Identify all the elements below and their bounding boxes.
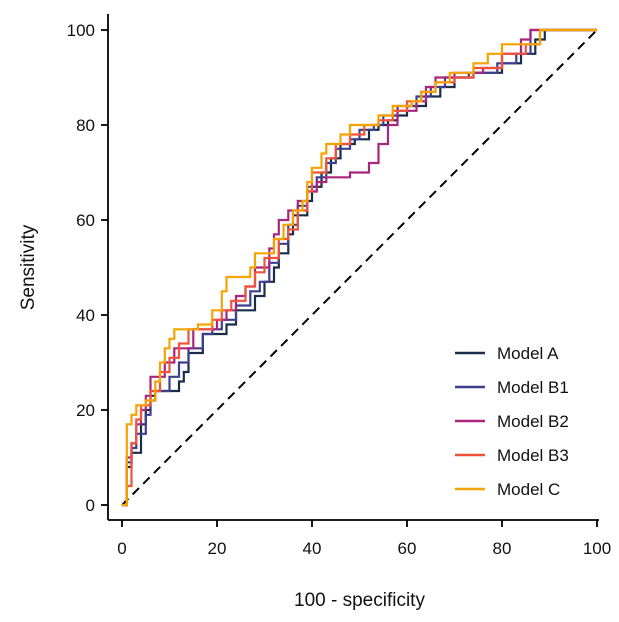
axes [107, 14, 599, 521]
legend-label: Model C [497, 480, 560, 499]
x-tick-label: 100 [583, 539, 611, 558]
x-tick-label: 60 [398, 539, 417, 558]
x-axis-label: 100 - specificity [294, 590, 425, 611]
series-line-model-c [122, 28, 597, 507]
legend-label: Model B2 [497, 412, 569, 431]
x-tick-label: 40 [303, 539, 322, 558]
y-tick-label: 80 [76, 116, 95, 135]
x-tick-label: 0 [117, 539, 126, 558]
x-ticks: 0 20 40 60 80 100 [117, 520, 611, 558]
legend-label: Model B3 [497, 446, 569, 465]
x-tick-label: 80 [493, 539, 512, 558]
reference-diagonal [121, 29, 598, 506]
x-tick-label: 20 [208, 539, 227, 558]
legend-label: Model B1 [497, 378, 569, 397]
reference-line [121, 29, 598, 506]
legend-label: Model A [497, 344, 559, 363]
legend: Model A Model B1 Model B2 Model B3 Model C [455, 344, 569, 499]
roc-curves [122, 28, 597, 507]
y-tick-label: 60 [76, 211, 95, 230]
y-tick-label: 40 [76, 306, 95, 325]
y-axis-label: Sensitivity [18, 224, 39, 310]
y-tick-label: 100 [67, 21, 95, 40]
y-tick-label: 0 [86, 496, 95, 515]
y-ticks: 0 20 40 60 80 100 [67, 21, 108, 515]
y-tick-label: 20 [76, 401, 95, 420]
